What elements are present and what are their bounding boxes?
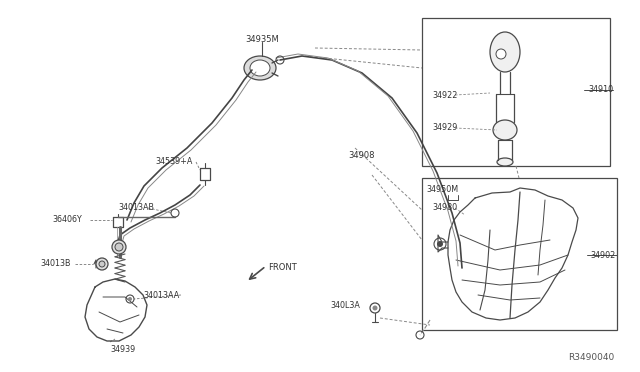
Text: 34929: 34929 — [432, 124, 458, 132]
Text: 34013AB: 34013AB — [118, 203, 154, 212]
Text: 34013B: 34013B — [40, 260, 70, 269]
Ellipse shape — [490, 32, 520, 72]
Circle shape — [372, 305, 378, 311]
Circle shape — [115, 243, 123, 251]
Bar — [422, 178, 617, 330]
Text: 34939: 34939 — [110, 344, 135, 353]
Text: 34908: 34908 — [348, 151, 374, 160]
Circle shape — [496, 49, 506, 59]
Text: 36406Y: 36406Y — [52, 215, 82, 224]
Text: 34902: 34902 — [590, 250, 615, 260]
Ellipse shape — [493, 120, 517, 140]
Text: 34013AA: 34013AA — [143, 291, 179, 299]
Text: 34910: 34910 — [588, 86, 613, 94]
Ellipse shape — [244, 56, 276, 80]
Text: 340L3A: 340L3A — [330, 301, 360, 310]
Text: FRONT: FRONT — [268, 263, 297, 273]
Text: 34935M: 34935M — [245, 35, 279, 45]
Circle shape — [128, 297, 132, 301]
Circle shape — [99, 261, 105, 267]
Text: 34950M: 34950M — [426, 186, 458, 195]
Ellipse shape — [497, 158, 513, 166]
Text: 34922: 34922 — [432, 90, 458, 99]
Circle shape — [112, 240, 126, 254]
Bar — [422, 18, 610, 166]
Circle shape — [437, 241, 443, 247]
Circle shape — [96, 258, 108, 270]
Text: R3490040: R3490040 — [568, 353, 614, 362]
Text: 34980: 34980 — [432, 203, 457, 212]
Text: 34539+A: 34539+A — [155, 157, 193, 167]
Ellipse shape — [250, 60, 270, 76]
